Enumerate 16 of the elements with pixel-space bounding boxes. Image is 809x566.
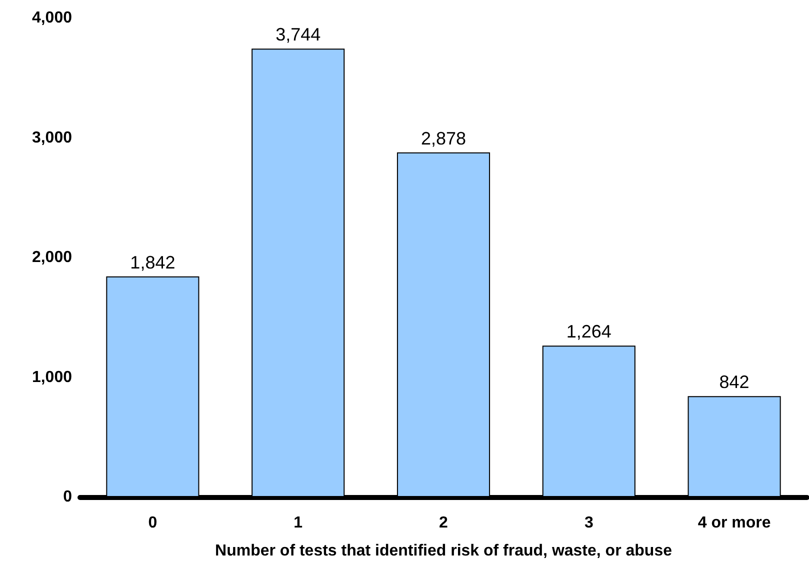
data-label: 842 <box>719 372 750 392</box>
y-tick-label: 4,000 <box>32 10 72 26</box>
x-tick-label: 4 or more <box>698 514 771 532</box>
data-label: 1,842 <box>130 252 176 272</box>
x-tick-label: 0 <box>148 514 158 532</box>
x-axis-title: Number of tests that identified risk of fraud, waste, or abuse <box>215 542 672 560</box>
data-label: 3,744 <box>276 24 321 45</box>
y-tick-label: 2,000 <box>32 249 72 266</box>
y-tick-label: 3,000 <box>32 129 72 146</box>
y-tick-label: 0 <box>63 488 72 506</box>
x-tick-label: 2 <box>439 514 448 532</box>
x-tick-label: 3 <box>584 514 594 532</box>
data-label: 1,264 <box>566 322 612 342</box>
y-tick-label: 1,000 <box>32 368 72 386</box>
data-label: 2,878 <box>420 128 466 148</box>
x-tick-label: 1 <box>294 514 303 532</box>
